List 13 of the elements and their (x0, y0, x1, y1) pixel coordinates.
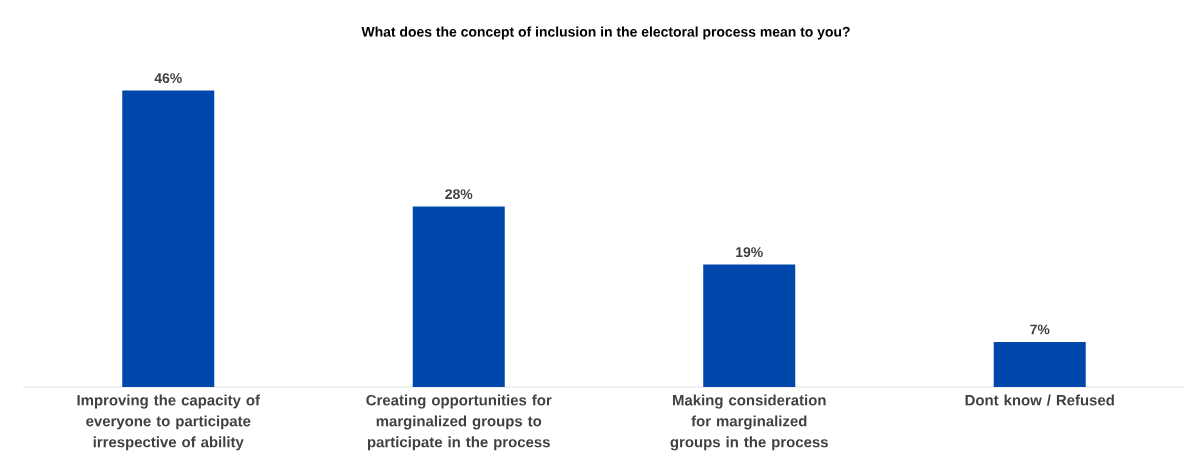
bar (412, 206, 505, 387)
data-label: 46% (154, 73, 182, 84)
x-tick-label: Improving the capacity of everyone to participate irrespective of ability (77, 394, 261, 451)
chart-title: What does the concept of inclusion in the electoral process mean to you? (361, 26, 850, 40)
bar (703, 264, 796, 387)
x-tick-label: Making consideration for marginalized groups in the process (670, 394, 828, 451)
bar (993, 341, 1086, 387)
data-label: 28% (445, 189, 473, 200)
data-label: 19% (736, 247, 763, 258)
bar (122, 90, 215, 387)
x-tick-label: Creating opportunities for marginalized groups to participate in the process (366, 394, 552, 451)
data-label: 7% (1030, 324, 1050, 335)
x-tick-label: Dont know / Refused (965, 394, 1114, 406)
